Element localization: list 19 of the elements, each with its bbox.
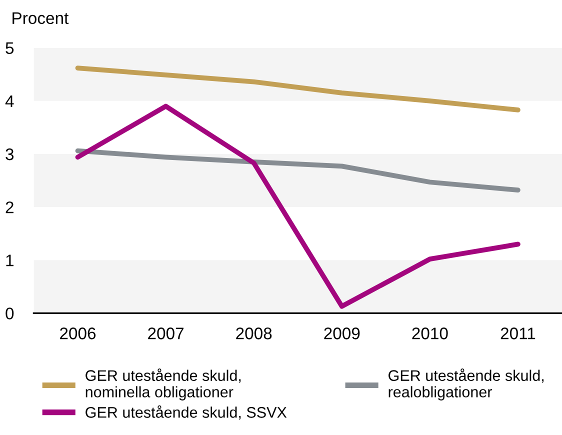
x-tick-label: 2008: [236, 328, 272, 340]
x-tick-label: 2007: [148, 328, 184, 340]
y-tick-label: 0: [6, 308, 14, 320]
line-series: [75, 148, 520, 193]
y-axis-title: Procent: [12, 12, 69, 24]
x-tick-label: 2009: [324, 328, 360, 340]
legend-label: GER utestående skuld, realobligationer: [388, 368, 544, 400]
legend-label: GER utestående skuld, nominella obligationer: [86, 368, 241, 400]
legend-label: GER utestående skuld, SSVX: [86, 405, 287, 420]
line-series: [75, 66, 520, 112]
y-tick-label: 5: [6, 42, 14, 54]
x-tick-label: 2006: [60, 328, 96, 340]
y-tick-label: 2: [6, 201, 14, 214]
line-series: [75, 104, 520, 309]
y-tick-label: 3: [6, 148, 14, 160]
x-tick-label: 2011: [500, 328, 536, 340]
y-tick-label: 4: [5, 95, 14, 107]
x-tick-label: 2010: [412, 328, 448, 340]
y-tick-label: 1: [6, 254, 14, 266]
